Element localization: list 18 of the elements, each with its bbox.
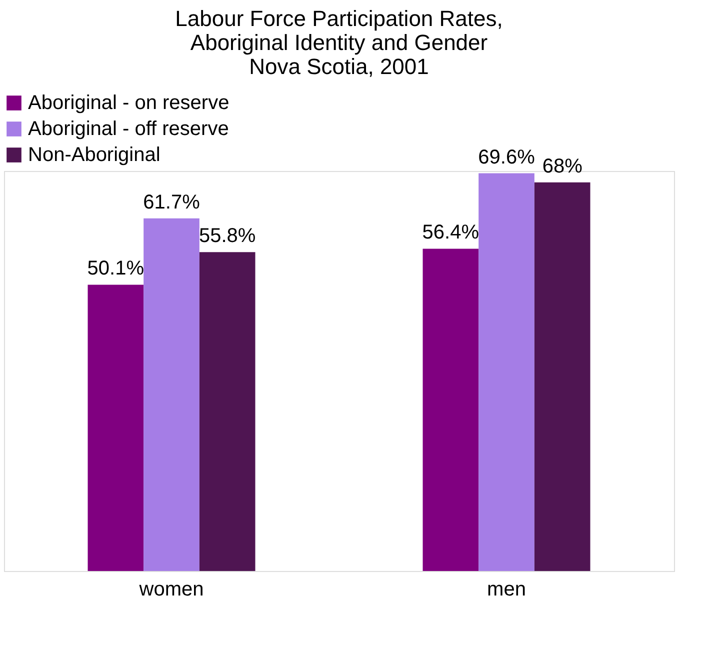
x-tick-label: women <box>138 578 204 600</box>
bar <box>534 182 590 571</box>
data-label: 56.4% <box>422 222 480 244</box>
data-label: 55.8% <box>198 225 256 248</box>
legend-label: Aboriginal - off reserve <box>28 118 229 140</box>
data-label: 61.7% <box>143 191 200 214</box>
chart-title: Labour Force Participation Rates, Aboriginal Identity and Gender Nova Scotia, 2001 <box>175 6 503 79</box>
bar <box>422 248 479 571</box>
data-label: 68% <box>542 155 583 178</box>
x-tick-label: men <box>487 578 526 600</box>
data-label: 50.1% <box>87 258 144 280</box>
bar <box>199 252 256 571</box>
bar <box>144 218 200 571</box>
bar <box>88 284 144 571</box>
legend-label: Non-Aboriginal <box>28 144 160 166</box>
bar <box>478 173 534 571</box>
legend-label: Aboriginal - on reserve <box>28 92 230 114</box>
data-label: 69.6% <box>478 146 536 168</box>
